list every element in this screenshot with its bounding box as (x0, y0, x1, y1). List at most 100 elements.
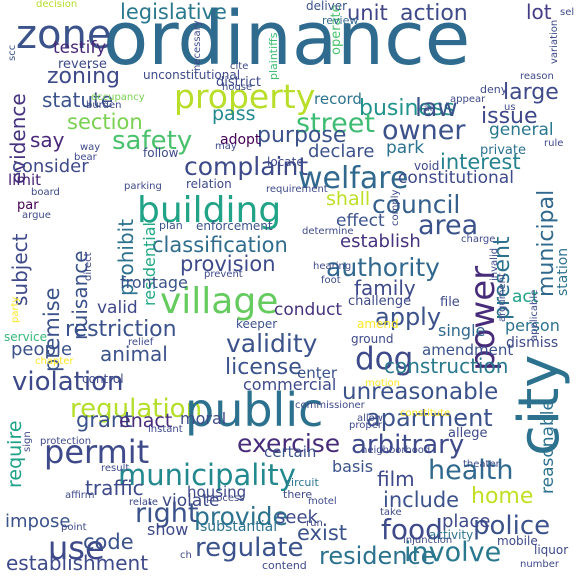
word-family: family (354, 276, 416, 300)
word-applicable: applicable (529, 290, 540, 342)
word-board: board (31, 187, 60, 198)
word-decision: decision (36, 0, 78, 10)
word-parking: parking (124, 181, 162, 192)
word-park: park (386, 138, 425, 158)
word-comply: comply (390, 190, 401, 227)
word-apartment: apartment (366, 404, 493, 432)
word-municipality: municipality (118, 458, 296, 492)
word-deliver: deliver (306, 0, 348, 13)
word-affirm: affirm (65, 490, 95, 501)
word-motel: motel (308, 496, 337, 507)
word-may: may (215, 141, 237, 152)
word-deny: deny (480, 83, 508, 96)
word-dog: dog (355, 341, 414, 377)
word-process: process (206, 493, 245, 504)
word-ordinance: ordinance (103, 0, 471, 82)
word-variation: variation (549, 20, 560, 65)
word-scc: scc (7, 45, 18, 62)
word-police: police (473, 511, 551, 541)
word-ch: ch (180, 550, 192, 561)
word-moral: moral (180, 409, 227, 428)
word-section: section (67, 110, 143, 134)
word-validity: validity (226, 329, 318, 358)
word-amend: amend (357, 317, 399, 331)
word-exercise: exercise (237, 429, 341, 458)
word-pass: pass (212, 103, 256, 125)
word-protection: protection (40, 436, 92, 447)
word-interest: interest (440, 150, 521, 174)
word-there: there (283, 488, 313, 501)
word-number: number (520, 559, 560, 570)
word-file: file (440, 295, 460, 310)
word-par: par (17, 198, 39, 213)
word-involve: involve (404, 537, 502, 568)
word-certain: certain (264, 443, 317, 461)
word-testify: testify (53, 38, 107, 58)
word-authority: authority (326, 253, 440, 282)
word-consider: consider (12, 156, 89, 177)
word-require: require (4, 420, 26, 488)
word-record: record (314, 90, 362, 108)
word-seek: seek (276, 507, 318, 528)
word-challenge: challenge (348, 294, 412, 309)
word-relation: relation (186, 177, 232, 191)
word-basis: basis (332, 457, 374, 476)
word-declare: declare (308, 141, 375, 162)
word-home: home (471, 484, 534, 509)
word-act: act (512, 287, 539, 307)
word-appear: appear (450, 94, 486, 105)
word-substantial: substantial (200, 519, 278, 535)
word-constitute: constitute (400, 408, 451, 419)
word-effect: effect (336, 211, 385, 231)
word-village: village (160, 281, 279, 322)
word-unreasonable: unreasonable (342, 379, 499, 405)
word-welfare: welfare (298, 161, 409, 196)
word-burden: burden (86, 100, 122, 111)
word-activity: activity (429, 528, 474, 542)
word-sign: sign (22, 431, 33, 452)
word-public: public (185, 383, 324, 437)
word-circuit: circuit (285, 476, 319, 489)
word-occupancy: occupancy (91, 92, 145, 103)
word-mobile: mobile (497, 534, 538, 548)
word-fail: fail (420, 103, 436, 114)
word-building: building (137, 190, 282, 231)
word-private: private (480, 143, 526, 158)
word-people: people (11, 339, 73, 360)
word-license: license (225, 355, 302, 380)
word-street: street (296, 108, 375, 139)
word-say: say (30, 128, 65, 152)
word-action: action (400, 1, 468, 26)
word-reverse: reverse (58, 57, 107, 72)
word-shall: shall (326, 188, 371, 210)
word-necessary: necessary (192, 20, 203, 71)
word-invalid: invalid (489, 248, 500, 282)
word-foot: foot (321, 275, 341, 286)
word-construction: construction (384, 354, 509, 378)
word-rule: rule (544, 138, 564, 149)
word-commissioner: commissioner (295, 400, 365, 411)
word-provision: provision (180, 252, 276, 276)
word-requirement: requirement (266, 184, 328, 195)
word-safety: safety (112, 126, 193, 156)
word-zoning: zoning (47, 64, 120, 89)
word-valid: valid (97, 298, 138, 318)
word-hearing: hearing (313, 261, 352, 272)
word-determine: determine (302, 226, 354, 237)
word-include: include (383, 488, 460, 512)
word-violate: violate (162, 491, 220, 511)
word-business: business (359, 96, 455, 121)
word-dismiss: dismiss (506, 335, 559, 351)
word-allow: allow (357, 413, 383, 424)
word-locate: locate (267, 155, 304, 169)
word-bear: bear (74, 152, 97, 163)
word-arbitrary: arbitrary (351, 430, 465, 460)
word-regulation: regulation (70, 394, 203, 424)
word-permit: permit (44, 433, 150, 471)
word-frontage: frontage (120, 273, 188, 292)
word-keeper: keeper (236, 317, 278, 331)
word-review: review (322, 14, 359, 27)
word-establish: establish (340, 231, 421, 252)
word-animal: animal (100, 342, 168, 366)
word-general: general (489, 120, 554, 140)
